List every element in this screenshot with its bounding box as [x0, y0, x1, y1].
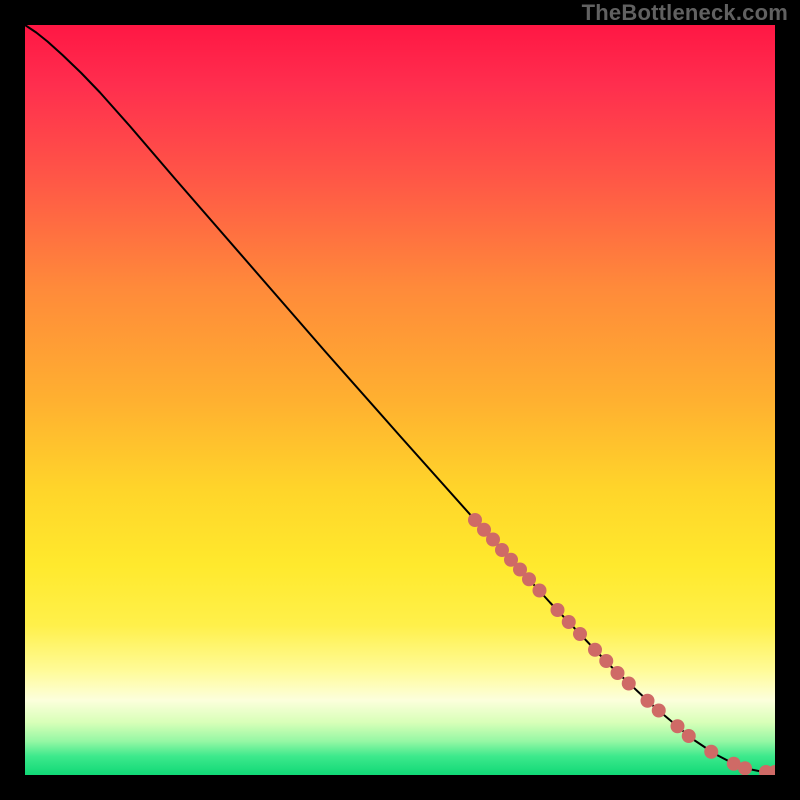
chart-svg — [25, 25, 775, 775]
curve-marker — [671, 719, 685, 733]
curve-marker — [682, 729, 696, 743]
curve-marker — [573, 627, 587, 641]
curve-marker — [599, 654, 613, 668]
curve-marker — [738, 761, 752, 775]
curve-marker — [533, 584, 547, 598]
curve-marker — [551, 603, 565, 617]
attribution-text: TheBottleneck.com — [582, 0, 788, 26]
curve-marker — [704, 745, 718, 759]
plot-area — [25, 25, 775, 775]
curve-marker — [652, 704, 666, 718]
curve-marker — [522, 572, 536, 586]
curve-marker — [588, 643, 602, 657]
chart-frame: TheBottleneck.com — [0, 0, 800, 800]
curve-marker — [622, 677, 636, 691]
curve-marker — [641, 694, 655, 708]
curve-marker — [611, 666, 625, 680]
chart-background — [25, 25, 775, 775]
curve-marker — [562, 615, 576, 629]
